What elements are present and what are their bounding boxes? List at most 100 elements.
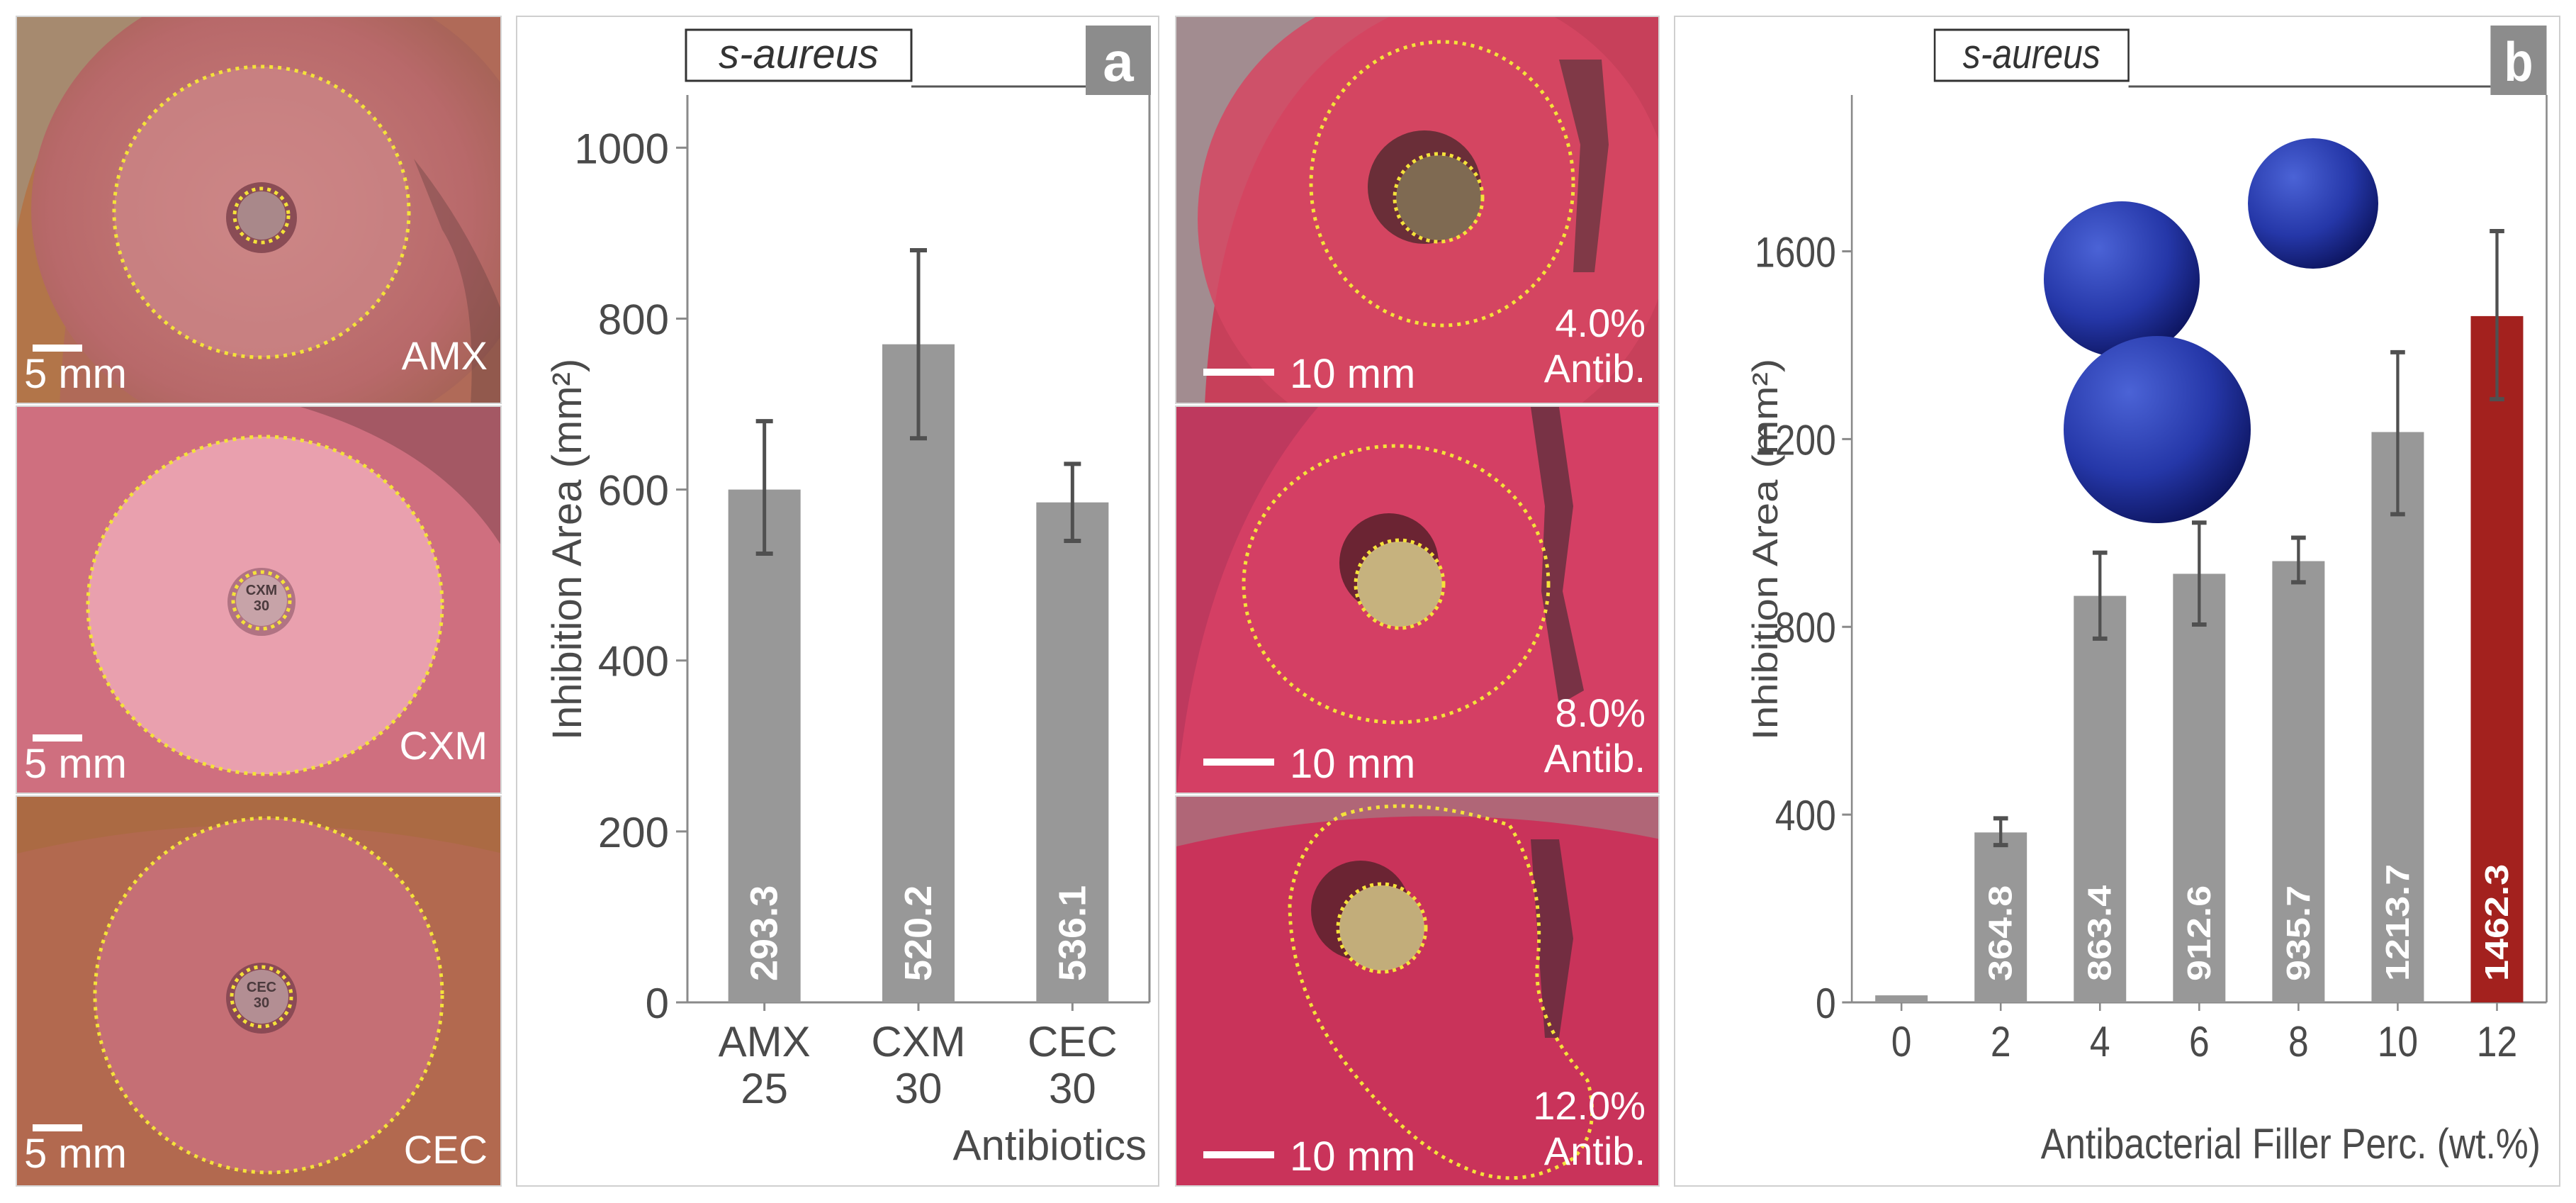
x-axis-label: Antibacterial Filler Perc. (wt.%) <box>2041 1119 2541 1168</box>
plate-image-amx <box>17 17 500 403</box>
bar-data-label: 293.3 <box>743 885 786 981</box>
x-tick-label: 2 <box>1991 1017 2011 1065</box>
y-tick-label: 800 <box>1775 604 1836 652</box>
bar <box>1875 995 1928 1002</box>
microsphere <box>2248 138 2378 269</box>
y-tick-label: 1600 <box>1755 228 1836 276</box>
panel-a-chart: s-aureus a 0 200 400 600 800 1000 Inhibition Are… <box>516 16 1159 1187</box>
photo-8pct-plate: 10 mm 8.0% Antib. <box>1175 405 1660 794</box>
x-tick-label: CEC <box>1028 1018 1118 1065</box>
y-tick-label: 200 <box>598 809 669 856</box>
scale-bar <box>33 345 82 352</box>
bar-data-label: 863.4 <box>2081 885 2118 981</box>
scale-label: 10 mm <box>1290 741 1416 787</box>
scale-bar <box>1203 759 1274 766</box>
x-tick-label: 4 <box>2090 1017 2110 1065</box>
scale-bar <box>33 734 82 742</box>
antibiotic-label-amx: AMX <box>401 333 488 378</box>
chart-b-group: s-aureus b 0 400 800 1200 1600 Inhibition Area … <box>1746 26 2548 1168</box>
x-tick-label: 25 <box>741 1065 788 1112</box>
percent-text: 4.0% <box>1555 301 1646 345</box>
bar <box>1974 832 2027 1002</box>
microsphere-illustration <box>2044 138 2378 523</box>
scale-label: 10 mm <box>1290 351 1416 397</box>
bar-data-label: 364.8 <box>1981 885 2019 981</box>
antibiotic-label-cec: CEC <box>403 1127 488 1172</box>
disc-text-line1: CXM <box>246 583 277 598</box>
plate-image-cxm: CXM 30 <box>17 407 500 793</box>
panel-letter: a <box>1103 30 1134 93</box>
chart-a-group: s-aureus a 0 200 400 600 800 1000 Inhibition Are… <box>544 26 1151 1169</box>
bar-data-label: 935.7 <box>2279 885 2317 981</box>
chart-title: s-aureus <box>1963 32 2100 77</box>
chart-title-box <box>685 28 913 82</box>
y-tick-label: 400 <box>598 638 669 686</box>
scale-label: 5 mm <box>24 351 127 397</box>
x-axis-label: Antibiotics <box>953 1121 1147 1169</box>
y-tick-label: 800 <box>598 296 669 343</box>
scale-label: 5 mm <box>24 1131 127 1177</box>
bar <box>2272 561 2325 1002</box>
y-axis-label: Inhibition Area (mm²) <box>544 359 590 740</box>
bar <box>882 344 955 1003</box>
scale-bar <box>1203 1151 1274 1158</box>
bar-data-label: 912.6 <box>2180 885 2217 981</box>
x-tick-label: 10 <box>2378 1017 2418 1065</box>
disc-text-line1: CEC <box>247 980 276 995</box>
bar <box>2074 595 2127 1002</box>
filler-percent-12: 12.0% Antib. <box>1533 1083 1646 1174</box>
x-tick-label: 0 <box>1891 1017 1912 1065</box>
percent-text: 8.0% <box>1555 690 1646 735</box>
bar <box>2371 432 2424 1002</box>
panel-letter-box <box>1086 26 1151 95</box>
antib-text: Antib. <box>1543 346 1646 391</box>
filler-percent-8: 8.0% Antib. <box>1544 690 1646 781</box>
panel-letter: b <box>2504 31 2533 93</box>
plate-image-cec: CEC 30 <box>17 797 500 1185</box>
chart-b: s-aureus b 0 400 800 1200 1600 Inhibition Area … <box>1746 26 2548 1168</box>
x-tick-label: 30 <box>895 1065 943 1112</box>
x-tick-label: AMX <box>719 1018 811 1065</box>
y-axis-label: Inhibition Area (mm²) <box>1746 359 1785 740</box>
photo-4pct-plate: 10 mm 4.0% Antib. <box>1175 16 1660 404</box>
antibiotic-label-cxm: CXM <box>399 723 488 768</box>
scale-bar <box>33 1124 82 1131</box>
disc-text-line2: 30 <box>254 995 269 1011</box>
bar-data-label: 1213.7 <box>2378 864 2416 981</box>
photo-12pct-plate: 10 mm 12.0% Antib. <box>1175 795 1660 1187</box>
x-tick-label: 8 <box>2288 1017 2309 1065</box>
y-tick-label: 400 <box>1775 791 1836 839</box>
antib-text: Antib. <box>1543 1129 1646 1173</box>
chart-title: s-aureus <box>719 31 879 77</box>
photo-cxm-plate: CXM 30 5 mm CXM <box>16 405 502 794</box>
disc-text-line2: 30 <box>254 598 269 614</box>
bar-data-label: 520.2 <box>897 885 940 981</box>
scale-label: 5 mm <box>24 741 127 787</box>
plate-image-4pct <box>1176 17 1658 403</box>
bar-data-label: 1462.3 <box>2478 864 2516 981</box>
panel-letter-box <box>2490 26 2547 95</box>
y-tick-label: 1000 <box>575 125 669 172</box>
scale-bar <box>1203 369 1274 376</box>
scale-label: 10 mm <box>1290 1134 1416 1180</box>
y-tick-label: 0 <box>1816 979 1836 1027</box>
y-tick-label: 1200 <box>1755 416 1836 464</box>
antib-text: Antib. <box>1543 736 1646 780</box>
chart-a: s-aureus a 0 200 400 600 800 1000 Inhibition Are… <box>544 26 1151 1169</box>
photo-cec-plate: CEC 30 5 mm CEC <box>16 795 502 1187</box>
bar <box>2173 573 2226 1002</box>
chart-title-box <box>1933 28 2130 82</box>
x-tick-label: 12 <box>2477 1017 2517 1065</box>
plate-image-8pct <box>1176 407 1658 793</box>
bar <box>728 489 801 1002</box>
filler-percent-4: 4.0% Antib. <box>1544 301 1646 391</box>
x-tick-label: CXM <box>871 1018 965 1065</box>
x-tick-label: 30 <box>1049 1065 1096 1112</box>
x-tick-label: 6 <box>2189 1017 2210 1065</box>
percent-text: 12.0% <box>1533 1083 1646 1128</box>
bar <box>2470 315 2524 1002</box>
photo-amx-plate: 5 mm AMX <box>16 16 502 404</box>
plate-image-12pct <box>1176 797 1658 1185</box>
microsphere <box>2064 336 2251 523</box>
